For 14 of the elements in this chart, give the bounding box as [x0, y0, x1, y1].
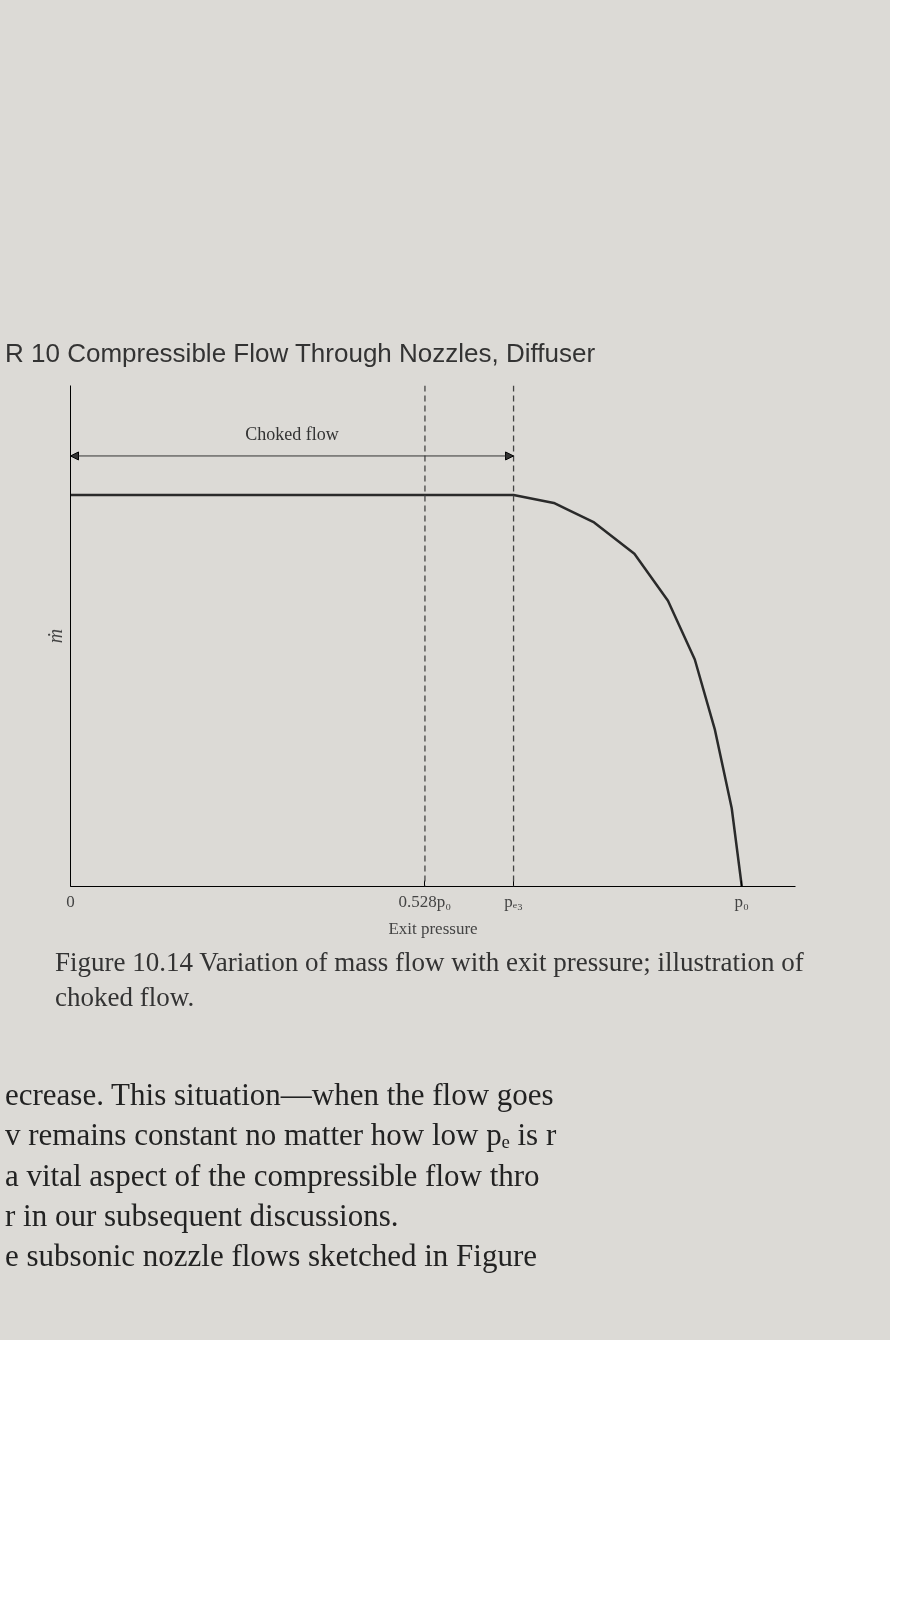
text: r in our subsequent discussions. [5, 1197, 399, 1233]
x-axis-title: Exit pressure [388, 918, 478, 938]
y-axis-title: ṁ [43, 628, 66, 644]
text: e subsonic nozzle flows sketched in Figure [5, 1238, 538, 1274]
chart-title: R 10 Compressible Flow Through Nozzles, Diffuser [5, 337, 596, 370]
caption: Figure 10.14 Variation of mass flow with exit pressure; illustration of choked flow. [55, 946, 805, 1015]
text: a vital aspect of the compressible flow thro [5, 1157, 540, 1193]
x-tick-label: 0 [66, 891, 75, 911]
x-tick-label: p₀ [734, 891, 750, 911]
x-tick-label: pₑ₃ [504, 891, 524, 911]
text: Choked flow [245, 424, 339, 445]
x-tick-label: 0.528p₀ [398, 891, 452, 911]
text: ecrease. This situation—when the flow goes [5, 1077, 554, 1112]
text: v remains constant no matter how low pₑ is r [5, 1117, 557, 1153]
